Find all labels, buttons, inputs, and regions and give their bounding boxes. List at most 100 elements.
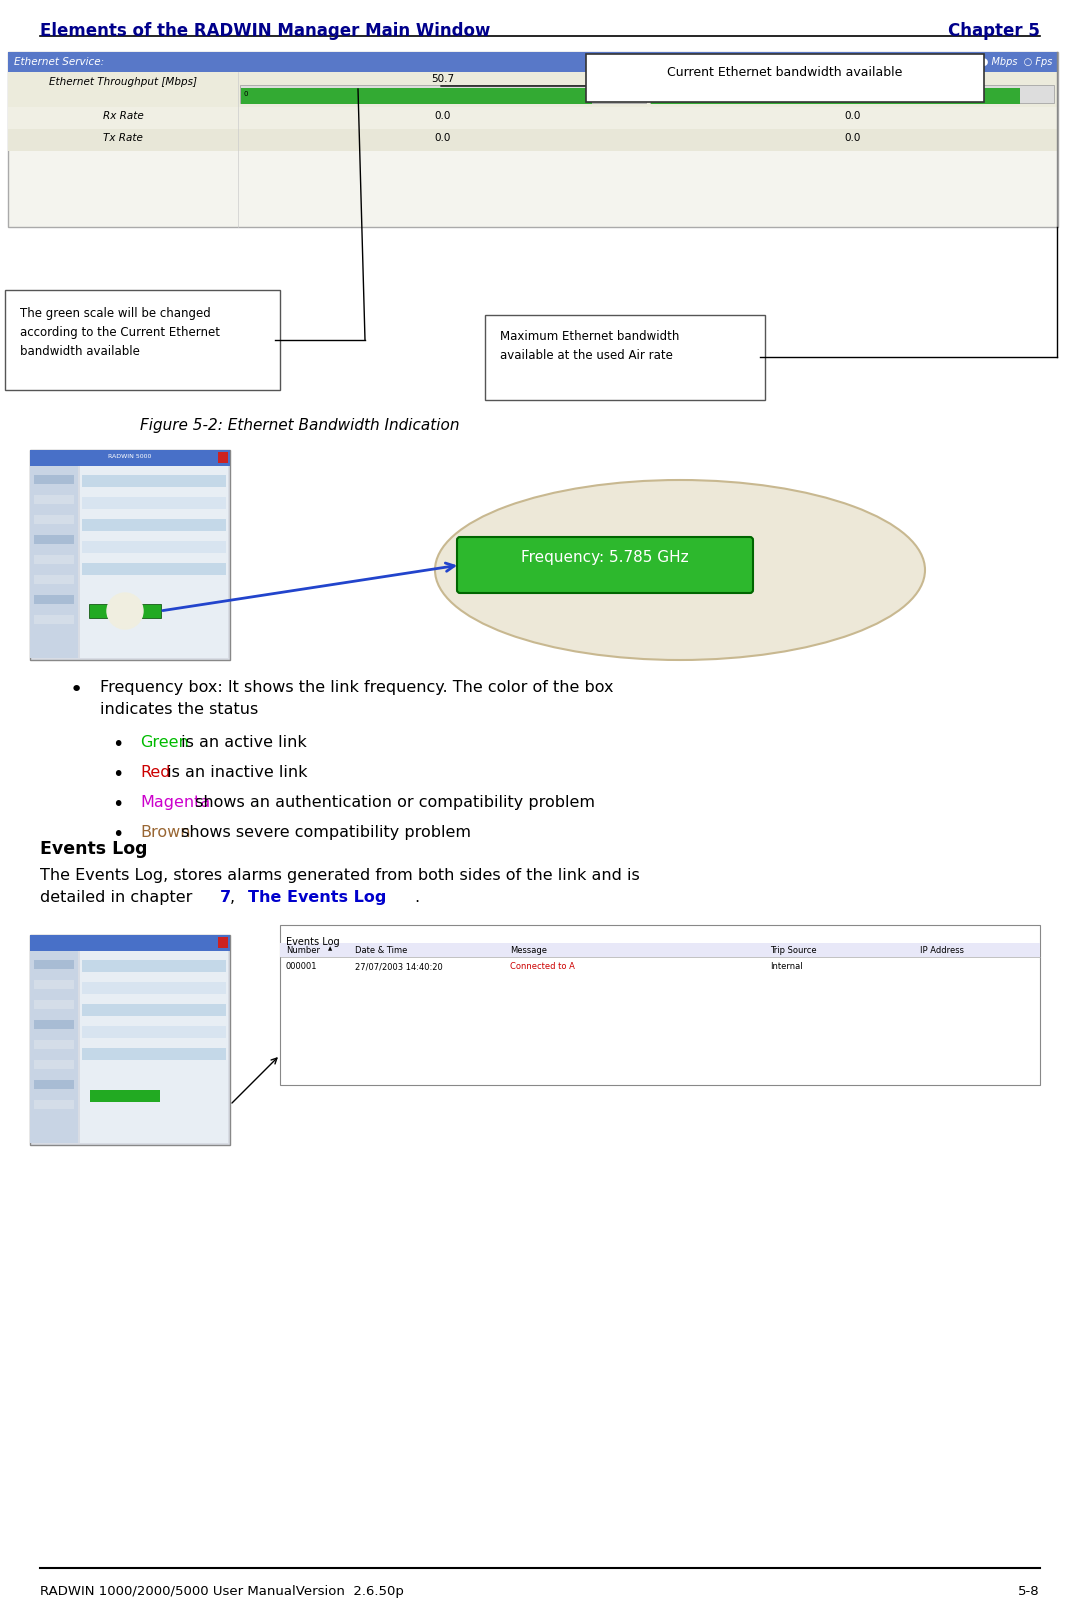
Text: Tx Rate: Tx Rate (103, 133, 143, 143)
FancyBboxPatch shape (30, 935, 230, 1145)
FancyBboxPatch shape (218, 452, 228, 464)
Text: 000001: 000001 (286, 962, 317, 970)
FancyBboxPatch shape (586, 55, 983, 103)
Text: 0.0: 0.0 (435, 111, 451, 120)
Text: Chapter 5: Chapter 5 (948, 22, 1040, 40)
FancyBboxPatch shape (34, 475, 74, 484)
FancyBboxPatch shape (82, 563, 226, 574)
FancyBboxPatch shape (82, 961, 226, 972)
FancyBboxPatch shape (82, 1047, 226, 1060)
Text: shows severe compatibility problem: shows severe compatibility problem (176, 824, 471, 840)
FancyBboxPatch shape (218, 937, 228, 948)
FancyBboxPatch shape (82, 982, 226, 994)
FancyBboxPatch shape (34, 515, 74, 525)
FancyBboxPatch shape (651, 88, 1020, 104)
Text: Rx Rate: Rx Rate (102, 111, 143, 120)
FancyBboxPatch shape (280, 943, 1040, 958)
FancyBboxPatch shape (5, 290, 280, 390)
FancyBboxPatch shape (34, 496, 74, 504)
FancyBboxPatch shape (34, 614, 74, 624)
Text: is an active link: is an active link (176, 735, 307, 751)
FancyBboxPatch shape (457, 537, 753, 593)
FancyBboxPatch shape (34, 1020, 74, 1030)
Text: .: . (414, 890, 420, 905)
FancyBboxPatch shape (34, 574, 74, 584)
Text: 0.0: 0.0 (845, 133, 861, 143)
Text: The Events Log, stores alarms generated from both sides of the link and is: The Events Log, stores alarms generated … (40, 868, 640, 882)
FancyBboxPatch shape (82, 541, 226, 553)
Text: RADWIN 5000: RADWIN 5000 (109, 454, 152, 459)
Text: 0.0: 0.0 (845, 111, 861, 120)
FancyBboxPatch shape (8, 51, 1058, 72)
Text: Trip Source: Trip Source (770, 946, 817, 954)
FancyBboxPatch shape (485, 314, 765, 399)
FancyBboxPatch shape (8, 107, 1058, 128)
Text: Frequency box: It shows the link frequency. The color of the box: Frequency box: It shows the link frequen… (100, 680, 613, 695)
Text: Elements of the RADWIN Manager Main Window: Elements of the RADWIN Manager Main Wind… (40, 22, 491, 40)
Text: Ethernet Throughput [Mbps]: Ethernet Throughput [Mbps] (49, 77, 197, 87)
Text: Red: Red (140, 765, 170, 780)
FancyBboxPatch shape (8, 128, 1058, 151)
Text: indicates the status: indicates the status (100, 703, 258, 717)
Text: •: • (112, 735, 124, 754)
FancyBboxPatch shape (82, 497, 226, 508)
Text: Rx/Tx Rate Units:  ● Mbps  ○ Fps: Rx/Tx Rate Units: ● Mbps ○ Fps (889, 58, 1052, 67)
FancyBboxPatch shape (30, 451, 230, 467)
FancyBboxPatch shape (82, 475, 226, 488)
Text: Connected to A: Connected to A (510, 962, 575, 970)
Text: 50.7: 50.7 (431, 74, 454, 83)
Text: Message: Message (510, 946, 547, 954)
Text: Brown: Brown (140, 824, 190, 840)
Text: Magenta: Magenta (140, 796, 210, 810)
FancyBboxPatch shape (34, 555, 74, 565)
Text: IP Address: IP Address (920, 946, 964, 954)
Text: Maximum Ethernet bandwidth
available at the used Air rate: Maximum Ethernet bandwidth available at … (500, 330, 679, 363)
Text: Events Log: Events Log (40, 840, 147, 858)
Text: 27/07/2003 14:40:20: 27/07/2003 14:40:20 (355, 962, 442, 970)
Text: Green: Green (140, 735, 188, 751)
FancyBboxPatch shape (82, 1004, 226, 1015)
Text: 51.4: 51.4 (841, 74, 865, 83)
FancyBboxPatch shape (34, 595, 74, 605)
FancyBboxPatch shape (34, 1079, 74, 1089)
FancyBboxPatch shape (82, 1027, 226, 1038)
Text: RADWIN 1000/2000/5000 User ManualVersion  2.6.50p: RADWIN 1000/2000/5000 User ManualVersion… (40, 1585, 404, 1598)
FancyBboxPatch shape (650, 85, 1054, 103)
FancyBboxPatch shape (34, 1039, 74, 1049)
Text: •: • (112, 796, 124, 813)
FancyBboxPatch shape (90, 1091, 160, 1102)
Text: ,: , (230, 890, 240, 905)
Text: Current Ethernet bandwidth available: Current Ethernet bandwidth available (667, 66, 903, 79)
Text: detailed in chapter: detailed in chapter (40, 890, 198, 905)
Text: •: • (112, 765, 124, 784)
FancyBboxPatch shape (30, 467, 77, 658)
Ellipse shape (435, 480, 925, 659)
FancyBboxPatch shape (34, 961, 74, 969)
Text: Ethernet Service:: Ethernet Service: (14, 58, 104, 67)
Text: ▲: ▲ (328, 946, 332, 951)
FancyBboxPatch shape (34, 536, 74, 544)
FancyBboxPatch shape (34, 1060, 74, 1068)
Text: shows an authentication or compatibility problem: shows an authentication or compatibility… (190, 796, 595, 810)
Text: Frequency: 5.785 GHz: Frequency: 5.785 GHz (521, 550, 689, 565)
FancyBboxPatch shape (82, 520, 226, 531)
FancyBboxPatch shape (80, 951, 228, 1144)
Text: 7: 7 (220, 890, 231, 905)
Text: Events Log: Events Log (286, 937, 340, 946)
FancyBboxPatch shape (89, 605, 161, 618)
FancyBboxPatch shape (30, 935, 230, 951)
Text: The green scale will be changed
according to the Current Ethernet
bandwidth avai: The green scale will be changed accordin… (20, 306, 220, 358)
Circle shape (107, 593, 143, 629)
FancyBboxPatch shape (241, 88, 592, 104)
FancyBboxPatch shape (280, 926, 1040, 1084)
Text: The Events Log: The Events Log (247, 890, 386, 905)
Text: •: • (70, 680, 83, 699)
FancyBboxPatch shape (240, 85, 646, 103)
FancyBboxPatch shape (8, 51, 1058, 228)
Text: Date & Time: Date & Time (355, 946, 408, 954)
FancyBboxPatch shape (34, 980, 74, 990)
Text: Figure 5-2: Ethernet Bandwidth Indication: Figure 5-2: Ethernet Bandwidth Indicatio… (140, 419, 459, 433)
Text: Number: Number (286, 946, 320, 954)
FancyBboxPatch shape (34, 999, 74, 1009)
Text: 0.0: 0.0 (435, 133, 451, 143)
